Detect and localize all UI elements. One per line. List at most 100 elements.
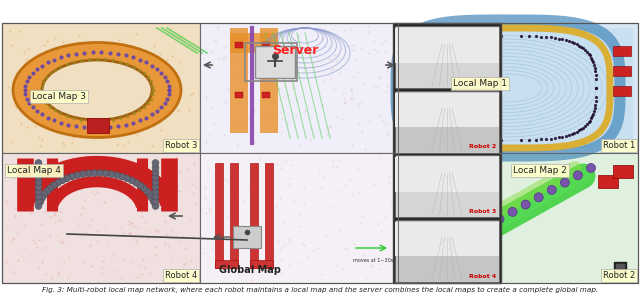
Circle shape bbox=[561, 178, 570, 187]
Circle shape bbox=[132, 179, 140, 186]
Bar bbox=[613, 66, 631, 76]
Circle shape bbox=[35, 174, 42, 181]
Circle shape bbox=[152, 198, 159, 205]
Circle shape bbox=[152, 169, 159, 176]
Bar bbox=[398, 153, 638, 283]
Circle shape bbox=[573, 171, 582, 180]
Circle shape bbox=[534, 193, 543, 202]
Circle shape bbox=[35, 183, 42, 191]
Bar bbox=[245, 43, 297, 81]
Text: Robot 1: Robot 1 bbox=[468, 80, 496, 85]
Circle shape bbox=[35, 188, 42, 195]
Circle shape bbox=[417, 259, 426, 268]
Text: Fig. 3: Multi-robot local map network, where each robot maintains a local map an: Fig. 3: Multi-robot local map network, w… bbox=[42, 287, 598, 293]
Ellipse shape bbox=[13, 42, 181, 138]
Text: Robot 4: Robot 4 bbox=[164, 271, 197, 280]
Circle shape bbox=[495, 215, 504, 224]
Circle shape bbox=[140, 185, 147, 192]
Circle shape bbox=[429, 251, 438, 260]
Circle shape bbox=[456, 237, 465, 246]
Circle shape bbox=[152, 160, 159, 166]
Text: Global Map: Global Map bbox=[219, 265, 281, 275]
Circle shape bbox=[35, 193, 42, 200]
Bar bbox=[2, 23, 638, 283]
Circle shape bbox=[148, 194, 156, 201]
Text: Robot 2: Robot 2 bbox=[603, 271, 635, 280]
Circle shape bbox=[47, 185, 54, 192]
Circle shape bbox=[68, 173, 76, 180]
Bar bbox=[200, 153, 398, 283]
Circle shape bbox=[54, 179, 61, 186]
Bar bbox=[235, 42, 243, 48]
Circle shape bbox=[35, 178, 42, 186]
Circle shape bbox=[128, 177, 135, 184]
Bar bbox=[250, 163, 258, 268]
Bar bbox=[613, 86, 631, 96]
Bar bbox=[403, 28, 633, 148]
Circle shape bbox=[152, 203, 159, 209]
Circle shape bbox=[51, 182, 58, 189]
Text: Local Map 2: Local Map 2 bbox=[513, 166, 567, 175]
Circle shape bbox=[152, 164, 159, 171]
Bar bbox=[2, 153, 200, 283]
Circle shape bbox=[152, 178, 159, 186]
Bar bbox=[265, 163, 273, 268]
Bar bbox=[200, 23, 398, 153]
Bar bbox=[395, 91, 499, 153]
Bar bbox=[235, 92, 243, 98]
Circle shape bbox=[443, 244, 452, 253]
Circle shape bbox=[586, 163, 595, 172]
Bar bbox=[613, 46, 631, 56]
Text: Robot 3: Robot 3 bbox=[164, 141, 197, 150]
Circle shape bbox=[102, 170, 109, 177]
Bar bbox=[233, 226, 261, 248]
Circle shape bbox=[143, 188, 150, 195]
Text: Server: Server bbox=[272, 45, 318, 57]
Circle shape bbox=[37, 198, 44, 205]
Circle shape bbox=[547, 185, 556, 194]
Text: Robot 3: Robot 3 bbox=[468, 209, 496, 214]
Text: Local Map 1: Local Map 1 bbox=[453, 79, 507, 88]
Circle shape bbox=[152, 193, 159, 200]
Circle shape bbox=[118, 173, 125, 180]
Bar bbox=[215, 260, 238, 268]
Text: Robot 4: Robot 4 bbox=[468, 274, 496, 278]
Circle shape bbox=[35, 169, 42, 176]
Bar bbox=[395, 26, 499, 88]
Text: Local Map 4: Local Map 4 bbox=[7, 166, 61, 175]
Circle shape bbox=[147, 191, 153, 198]
Bar bbox=[395, 157, 499, 192]
Ellipse shape bbox=[42, 60, 152, 120]
Circle shape bbox=[35, 203, 42, 209]
Circle shape bbox=[152, 183, 159, 191]
Bar bbox=[230, 28, 248, 133]
Bar bbox=[87, 118, 109, 133]
Circle shape bbox=[152, 174, 159, 181]
Circle shape bbox=[113, 172, 120, 179]
Circle shape bbox=[63, 175, 70, 182]
Circle shape bbox=[137, 182, 144, 189]
Bar bbox=[255, 46, 295, 78]
Circle shape bbox=[35, 160, 42, 166]
Text: moves at 1~30s: moves at 1~30s bbox=[353, 258, 393, 263]
Bar bbox=[2, 23, 200, 153]
Bar bbox=[262, 42, 270, 48]
Bar bbox=[613, 165, 633, 178]
Circle shape bbox=[152, 188, 159, 195]
Circle shape bbox=[124, 175, 131, 182]
Circle shape bbox=[482, 222, 491, 231]
Circle shape bbox=[35, 198, 42, 205]
Bar bbox=[395, 93, 499, 127]
Text: Robot 2: Robot 2 bbox=[468, 144, 496, 150]
Circle shape bbox=[91, 169, 98, 176]
Bar bbox=[230, 33, 278, 53]
Circle shape bbox=[74, 172, 81, 179]
Circle shape bbox=[521, 200, 530, 209]
Circle shape bbox=[85, 170, 92, 177]
Bar bbox=[260, 28, 278, 133]
Circle shape bbox=[44, 188, 51, 195]
Bar bbox=[395, 155, 499, 217]
Circle shape bbox=[41, 191, 48, 198]
Circle shape bbox=[508, 207, 517, 216]
Circle shape bbox=[150, 198, 157, 205]
